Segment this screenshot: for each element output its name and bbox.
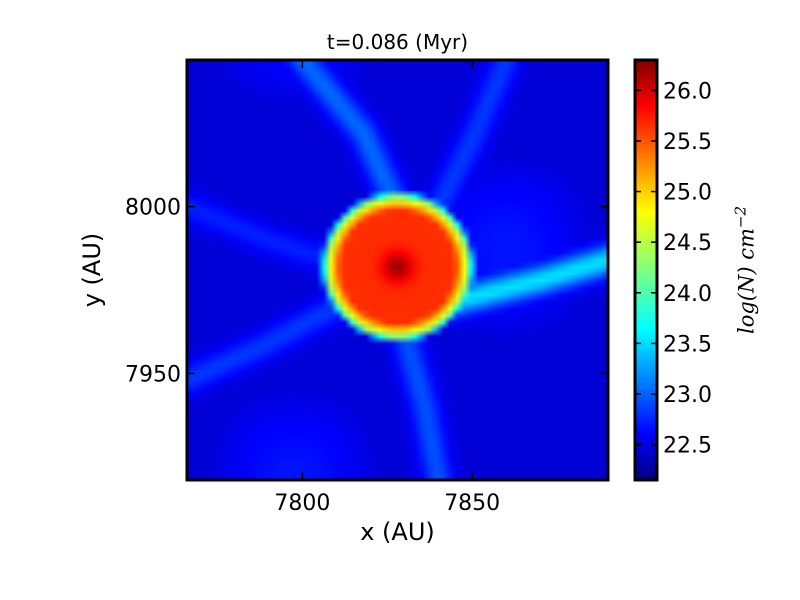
plot-frame — [185, 58, 610, 482]
colorbar — [635, 60, 657, 480]
colorbar-tick-label: 25.0 — [663, 181, 712, 206]
y-axis-label: y (AU) — [78, 232, 106, 308]
x-axis-label: x (AU) — [360, 518, 435, 546]
colorbar-tick-label: 26.0 — [663, 79, 712, 104]
colorbar-tick-label: 25.5 — [663, 130, 712, 155]
x-tick-label: 7850 — [444, 491, 500, 516]
x-tick-label: 7800 — [274, 491, 330, 516]
colorbar-tick-label: 23.0 — [663, 383, 712, 408]
colorbar-tick-label: 23.5 — [663, 332, 712, 357]
colorbar-label-exponent: −2 — [731, 205, 750, 229]
chart-title: t=0.086 (Myr) — [326, 30, 469, 54]
colorbar-tick-label: 22.5 — [663, 434, 712, 459]
colorbar-label: log(N) cm−2 — [732, 206, 759, 334]
colorbar-frame — [633, 58, 659, 482]
colorbar-tick-label: 24.0 — [663, 282, 712, 307]
colorbar-ticks: 22.5 23.0 23.5 24.0 24.5 25.0 25.5 26.0 — [635, 79, 712, 459]
colorbar-label-base: log(N) cm — [734, 228, 759, 335]
column-density-heatmap — [187, 60, 608, 480]
x-axis-ticks: 7800 7850 — [274, 60, 500, 516]
y-axis-ticks: 7950 8000 — [125, 196, 608, 387]
y-tick-label: 8000 — [125, 196, 181, 221]
colorbar-tick-label: 24.5 — [663, 231, 712, 256]
y-tick-label: 7950 — [125, 362, 181, 387]
